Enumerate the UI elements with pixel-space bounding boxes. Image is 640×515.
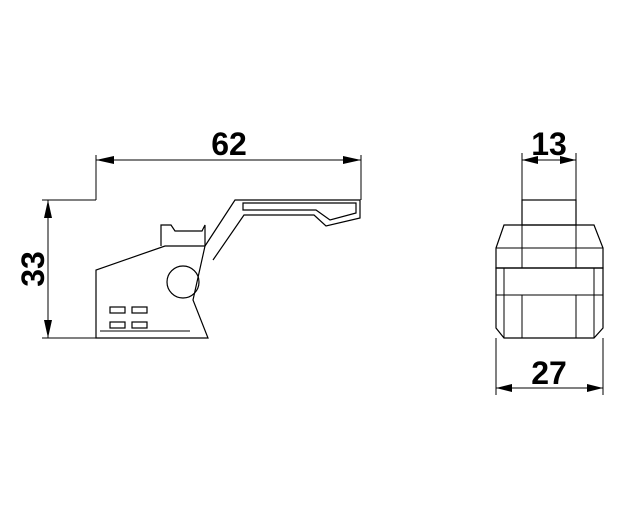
- dimension-label-27: 27: [531, 355, 567, 391]
- contact-slot-4: [131, 321, 148, 329]
- dimension-33: 33: [15, 199, 96, 339]
- arrowhead-right: [560, 156, 576, 164]
- lever-slot: [242, 202, 357, 221]
- contact-slot-3: [109, 321, 126, 329]
- lever-part: [95, 199, 361, 339]
- lever-arm-outline: [204, 199, 361, 261]
- arrowhead-top: [44, 200, 52, 218]
- body-outline: [95, 245, 209, 339]
- upper-section: [495, 224, 604, 269]
- front-view: 13 27: [495, 126, 604, 395]
- lower-section: [495, 267, 604, 339]
- dimension-label-33: 33: [15, 251, 51, 287]
- dimension-27: 27: [495, 338, 604, 395]
- dimension-13: 13: [521, 126, 577, 200]
- arrowhead-left: [496, 384, 512, 392]
- dimension-62: 62: [95, 126, 362, 200]
- pivot-circle: [166, 265, 200, 299]
- arrowhead-right: [343, 156, 361, 164]
- dimension-label-62: 62: [211, 126, 247, 162]
- arrowhead-left: [96, 156, 114, 164]
- arrowhead-bottom: [44, 320, 52, 338]
- contact-slot-2: [131, 306, 148, 314]
- side-view: 62 33: [15, 126, 362, 339]
- arrowhead-right: [587, 384, 603, 392]
- top-block: [521, 199, 577, 226]
- contact-slot-1: [109, 306, 126, 314]
- dimension-label-13: 13: [531, 126, 567, 162]
- latch-block: [160, 224, 206, 246]
- arrowhead-left: [522, 156, 538, 164]
- front-part: [495, 199, 604, 339]
